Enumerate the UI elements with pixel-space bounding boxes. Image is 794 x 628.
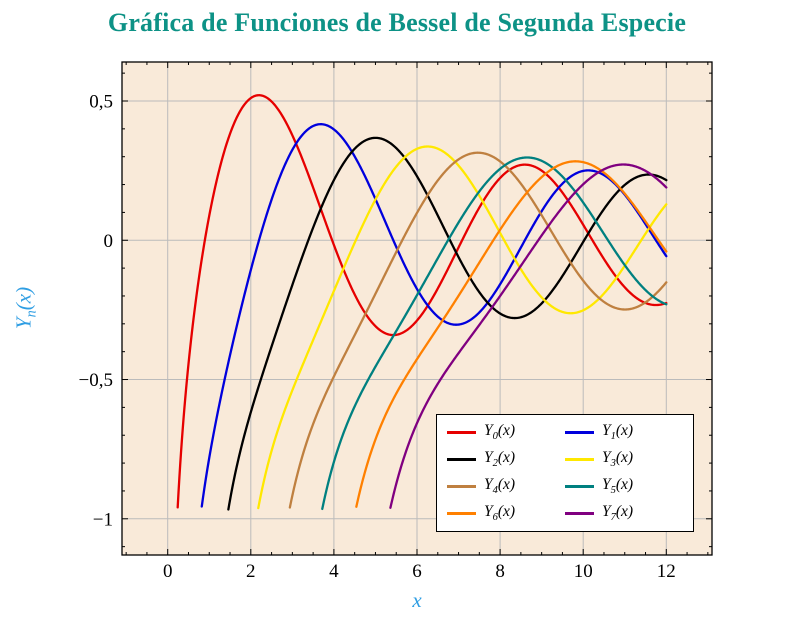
x-tick-label: 12	[657, 561, 676, 582]
tick-labels: 0 2 4 6 8 10 12 0,5 0 −0,5 −1	[79, 91, 676, 582]
chart-title: Gráfica de Funciones de Bessel de Segund…	[107, 8, 687, 37]
legend-line-sample	[447, 458, 476, 461]
curve-y1	[200, 123, 668, 508]
y-axis-label: Yn(x)	[11, 287, 40, 329]
x-tick-label: 8	[495, 561, 505, 582]
legend-label: Y2(x)	[484, 449, 516, 470]
legend-line-sample	[565, 431, 594, 434]
curve-y7	[389, 163, 668, 509]
legend-label: Y4(x)	[484, 476, 516, 497]
x-axis-label: x	[122, 588, 712, 613]
legend-label: Y1(x)	[602, 422, 634, 443]
legend-entry: Y5(x)	[565, 476, 683, 497]
y-tick-label: 0,5	[89, 91, 113, 112]
x-tick-label: 10	[574, 561, 593, 582]
y-axis-label-sub: n	[23, 310, 40, 318]
curve-y5	[321, 156, 668, 511]
y-axis-label-rest: (x)	[11, 286, 36, 311]
y-axis-label-base: Y	[11, 317, 36, 330]
legend-line-sample	[447, 485, 476, 488]
x-axis-label-text: x	[412, 588, 422, 612]
legend-entry: Y6(x)	[447, 503, 565, 524]
legend-line-sample	[447, 431, 476, 434]
curve-y6	[355, 160, 668, 508]
y-tick-label: −1	[93, 509, 113, 530]
x-tick-label: 0	[163, 561, 173, 582]
legend-box: Y0(x) Y1(x) Y2(x) Y3(x) Y4(x) Y5(x) Y6(x) Y7(x)	[436, 414, 694, 532]
legend-label: Y5(x)	[602, 476, 634, 497]
legend-entry: Y7(x)	[565, 503, 683, 524]
legend-entry: Y0(x)	[447, 422, 565, 443]
x-tick-label: 2	[246, 561, 256, 582]
curve-y3	[257, 145, 668, 510]
legend-label: Y6(x)	[484, 503, 516, 524]
legend-label: Y0(x)	[484, 422, 516, 443]
y-tick-label: −0,5	[79, 370, 113, 391]
bessel-curves	[176, 94, 668, 511]
legend-line-sample	[565, 458, 594, 461]
legend-line-sample	[565, 485, 594, 488]
plot-frame	[121, 61, 713, 556]
legend-entry: Y3(x)	[565, 449, 683, 470]
legend-entry: Y4(x)	[447, 476, 565, 497]
curve-y2	[227, 136, 668, 511]
legend-label: Y3(x)	[602, 449, 634, 470]
legend-label: Y7(x)	[602, 503, 634, 524]
x-tick-label: 6	[412, 561, 422, 582]
y-tick-label: 0	[104, 231, 114, 252]
legend-line-sample	[565, 512, 594, 515]
x-tick-label: 4	[329, 561, 339, 582]
legend-line-sample	[447, 512, 476, 515]
legend-entry: Y1(x)	[565, 422, 683, 443]
legend-entry: Y2(x)	[447, 449, 565, 470]
curve-y0	[176, 94, 668, 509]
curve-y4	[288, 151, 668, 509]
